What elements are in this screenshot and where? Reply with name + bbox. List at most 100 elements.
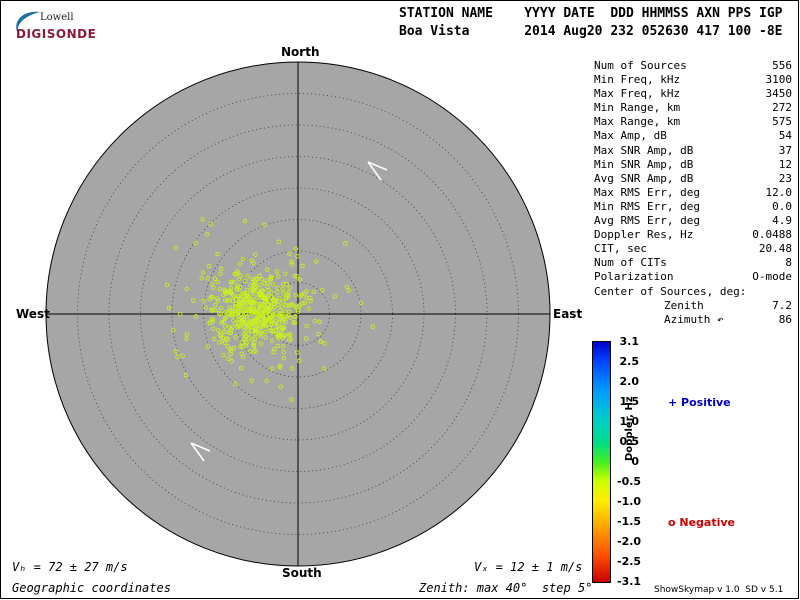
colorbar-tick: 1.0 xyxy=(619,415,640,428)
source-point xyxy=(243,310,249,316)
source-point xyxy=(228,280,234,285)
source-point xyxy=(227,308,232,313)
source-point xyxy=(281,333,286,339)
source-point xyxy=(242,218,248,224)
source-point xyxy=(233,311,239,317)
colorbar-tick: -2.5 xyxy=(617,555,642,568)
stat-label: Avg SNR Amp, dB xyxy=(594,171,694,185)
source-point xyxy=(295,307,301,313)
colorbar-tick: -2.0 xyxy=(617,535,642,548)
source-point xyxy=(274,269,280,275)
source-point xyxy=(245,273,251,279)
source-point xyxy=(190,298,196,303)
source-point xyxy=(295,254,300,259)
source-point xyxy=(300,301,305,306)
source-point xyxy=(252,331,258,337)
source-point xyxy=(221,352,226,358)
source-point xyxy=(212,302,218,308)
source-point xyxy=(239,315,245,320)
stat-row: Avg SNR Amp, dB 23 xyxy=(594,172,792,186)
source-point xyxy=(242,333,248,339)
source-point xyxy=(243,296,248,302)
stat-label: Min Freq, kHz xyxy=(594,73,681,87)
stat-row: Min Freq, kHz 3100 xyxy=(594,73,792,87)
source-point xyxy=(255,295,260,300)
source-point xyxy=(253,282,258,287)
center-zenith-row: Zenith 7.2 xyxy=(594,299,792,313)
source-point xyxy=(237,287,242,293)
source-point xyxy=(276,274,281,279)
source-point xyxy=(259,329,264,335)
stat-row: Polarization O-mode xyxy=(594,270,792,284)
stat-label: Min SNR Amp, dB xyxy=(594,157,694,171)
source-point xyxy=(218,305,224,311)
source-point xyxy=(253,284,259,290)
source-point xyxy=(200,270,206,275)
source-point xyxy=(286,337,292,343)
colorbar-tick: 0.5 xyxy=(619,435,640,448)
source-point xyxy=(306,306,311,311)
source-point xyxy=(205,276,211,281)
source-point xyxy=(244,340,249,346)
center-azimuth-label: Azimuth ↶ xyxy=(664,312,724,326)
digisonde-logo xyxy=(10,8,100,48)
colorbar-tick: 0 xyxy=(631,455,639,468)
source-point xyxy=(203,305,209,310)
source-point xyxy=(266,293,271,298)
center-azimuth-row: Azimuth ↶ 86 xyxy=(594,313,792,327)
source-point xyxy=(241,324,247,329)
source-point xyxy=(264,278,270,283)
logo-lowell-text: Lowell xyxy=(40,12,74,23)
source-point xyxy=(218,271,223,276)
source-point xyxy=(231,345,237,351)
center-heading: Center of Sources, deg: xyxy=(594,284,747,298)
source-point xyxy=(257,273,262,279)
source-point xyxy=(255,324,261,329)
source-point xyxy=(303,336,309,341)
source-point xyxy=(322,341,327,346)
source-point xyxy=(215,279,220,284)
source-point xyxy=(234,287,240,292)
source-point xyxy=(290,366,295,371)
source-point xyxy=(263,307,268,313)
source-point xyxy=(229,308,235,314)
source-point xyxy=(205,344,211,349)
source-point xyxy=(318,339,323,344)
source-point xyxy=(320,287,325,293)
source-point xyxy=(253,252,258,257)
source-point xyxy=(272,347,277,352)
source-point xyxy=(280,344,286,349)
source-point xyxy=(244,322,250,328)
source-point xyxy=(265,303,270,308)
source-point xyxy=(215,296,220,301)
source-point xyxy=(288,332,293,338)
source-point xyxy=(269,366,275,372)
stat-row: Max SNR Amp, dB 37 xyxy=(594,144,792,158)
source-point xyxy=(223,291,229,296)
stat-value: 272 xyxy=(772,101,792,115)
source-point xyxy=(280,299,286,305)
source-point xyxy=(296,358,302,363)
source-point xyxy=(213,307,219,313)
source-points xyxy=(164,217,376,403)
source-point xyxy=(235,270,241,276)
source-point xyxy=(222,324,228,329)
stat-value: O-mode xyxy=(752,270,792,284)
source-point xyxy=(268,322,274,328)
source-point xyxy=(234,296,239,301)
source-point xyxy=(243,278,248,284)
colorbar-tick: -1.0 xyxy=(617,495,642,508)
arrow-icon xyxy=(367,161,388,181)
source-point xyxy=(247,318,253,323)
source-point xyxy=(286,303,291,309)
source-point xyxy=(240,256,246,262)
source-point xyxy=(241,299,246,305)
source-point xyxy=(184,336,189,342)
source-point xyxy=(259,303,264,308)
source-point xyxy=(229,359,235,364)
stat-row: Num of CITs 8 xyxy=(594,256,792,270)
source-point xyxy=(259,277,265,282)
source-point xyxy=(275,285,280,290)
stat-row: Min SNR Amp, dB 12 xyxy=(594,158,792,172)
source-point xyxy=(228,288,233,294)
